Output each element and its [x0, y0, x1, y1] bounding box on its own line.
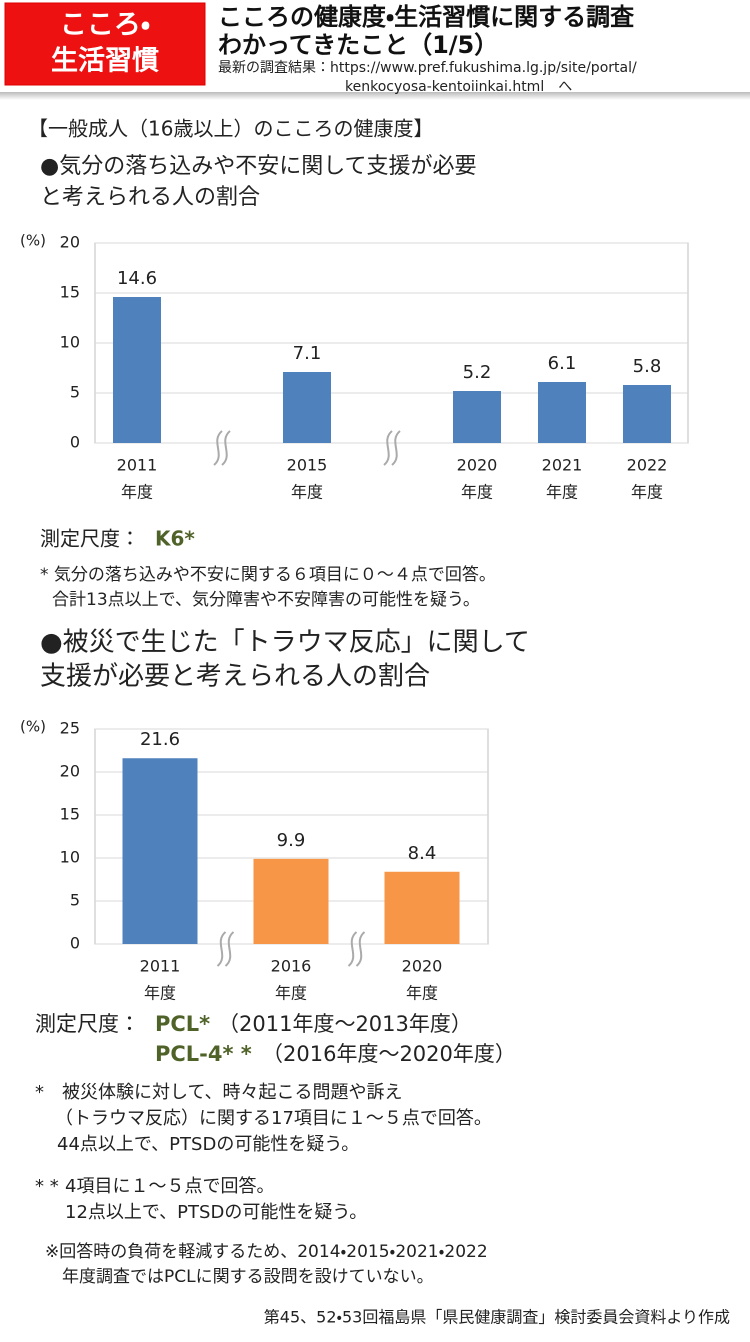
y-tick-label: 10: [60, 848, 80, 867]
y-tick-label: 25: [60, 719, 80, 738]
footnote: 44点以上で、PTSDの可能性を疑う。: [57, 1134, 359, 1155]
note: * 気分の落ち込みや不安に関する６項目に０～４点で回答。: [40, 564, 496, 585]
remark: 年度調査ではPCLに関する設問を設けていない。: [62, 1267, 434, 1287]
y-tick-label: 20: [60, 762, 80, 781]
y-tick-label: 5: [70, 891, 80, 910]
axis-break: [213, 430, 223, 466]
value-label: 5.2: [463, 362, 492, 383]
footnote-mark: *: [35, 1082, 44, 1103]
x-tick-label: 年度: [121, 483, 153, 502]
value-label: 21.6: [140, 729, 180, 750]
footnote: 12点以上で、PTSDの可能性を疑う。: [65, 1202, 367, 1223]
y-tick-label: 0: [70, 934, 80, 953]
chart-title: 支援が必要と考えられる人の割合: [40, 662, 430, 692]
chart-title: と考えられる人の割合: [40, 185, 260, 210]
scale-name: PCL*: [155, 1012, 210, 1036]
bar: [538, 382, 586, 443]
x-tick-label: 年度: [275, 984, 307, 1003]
bar: [384, 871, 460, 944]
y-tick-label: 0: [70, 433, 80, 452]
badge: [4, 2, 206, 86]
bar: [113, 297, 161, 443]
value-label: 6.1: [548, 353, 577, 374]
scale-name: PCL-4* *: [155, 1042, 252, 1066]
note: 合計13点以上で、気分障害や不安障害の可能性を疑う。: [52, 590, 480, 610]
axis-break: [221, 430, 231, 466]
scale-label: 測定尺度：: [35, 1012, 140, 1036]
axis-break: [383, 430, 393, 466]
x-tick-label: 2022: [627, 456, 668, 475]
header-source: kenkocyosa-kentoiinkai.html へ: [345, 79, 572, 95]
y-tick-label: 10: [60, 333, 80, 352]
chart-title: ●被災で生じた「トラウマ反応」に関して: [40, 628, 530, 658]
y-axis-label: (%): [20, 232, 46, 250]
bar: [623, 385, 671, 443]
remark: ※回答時の負荷を軽減するため、2014・2015・2021・2022: [45, 1241, 488, 1262]
x-tick-label: 2015: [287, 456, 328, 475]
y-tick-label: 15: [60, 805, 80, 824]
bar: [283, 372, 331, 443]
x-tick-label: 年度: [631, 483, 663, 502]
value-label: 5.8: [633, 356, 662, 377]
chart-title: ●気分の落ち込みや不安に関して支援が必要: [40, 154, 477, 179]
scale-period: （2016年度～2020年度）: [262, 1042, 516, 1066]
badge-text: こころ・: [60, 10, 150, 41]
x-tick-label: 年度: [546, 483, 578, 502]
axis-break: [347, 931, 358, 967]
footnote: 4項目に１～５点で回答。: [65, 1176, 274, 1197]
axis-break: [224, 931, 235, 967]
header-title: わかってきたこと（1/5）: [218, 31, 498, 59]
y-tick-label: 15: [60, 283, 80, 302]
x-tick-label: 年度: [144, 984, 176, 1003]
header-source: 最新の調査結果：https://www.pref.fukushima.lg.jp…: [218, 60, 637, 76]
value-label: 7.1: [293, 343, 322, 364]
y-tick-label: 20: [60, 233, 80, 252]
y-tick-label: 5: [70, 383, 80, 402]
footnote: （トラウマ反応）に関する17項目に１～５点で回答。: [55, 1108, 492, 1129]
bar: [253, 858, 329, 944]
x-tick-label: 2021: [542, 456, 583, 475]
x-tick-label: 2016: [271, 957, 312, 976]
scale-name: K6*: [155, 527, 195, 551]
axis-break: [391, 430, 401, 466]
bar: [453, 391, 501, 443]
value-label: 8.4: [408, 843, 437, 864]
value-label: 14.6: [117, 268, 157, 289]
axis-break: [355, 931, 366, 967]
value-label: 9.9: [277, 830, 306, 851]
x-tick-label: 2020: [402, 957, 443, 976]
section-title: 【一般成人（16歳以上）のこころの健康度】: [28, 117, 433, 141]
header-shadow: [0, 92, 750, 100]
axis-break: [216, 931, 227, 967]
scale-period: （2011年度～2013年度）: [218, 1012, 472, 1036]
footnote-mark: * *: [35, 1176, 59, 1197]
scale-label: 測定尺度：: [40, 527, 140, 551]
badge-text: 生活習慣: [51, 46, 159, 77]
x-tick-label: 2020: [457, 456, 498, 475]
y-axis-label: (%): [20, 718, 46, 736]
bar: [122, 758, 198, 944]
x-tick-label: 年度: [291, 483, 323, 502]
header-title: こころの健康度・生活習慣に関する調査: [218, 3, 634, 31]
x-tick-label: 年度: [406, 984, 438, 1003]
source: 第45、52・53回福島県「県民健康調査」検討委員会資料より作成: [264, 1308, 730, 1327]
x-tick-label: 2011: [140, 957, 181, 976]
x-tick-label: 年度: [461, 483, 493, 502]
footnote: 被災体験に対して、時々起こる問題や訴え: [62, 1082, 403, 1103]
x-tick-label: 2011: [117, 456, 158, 475]
